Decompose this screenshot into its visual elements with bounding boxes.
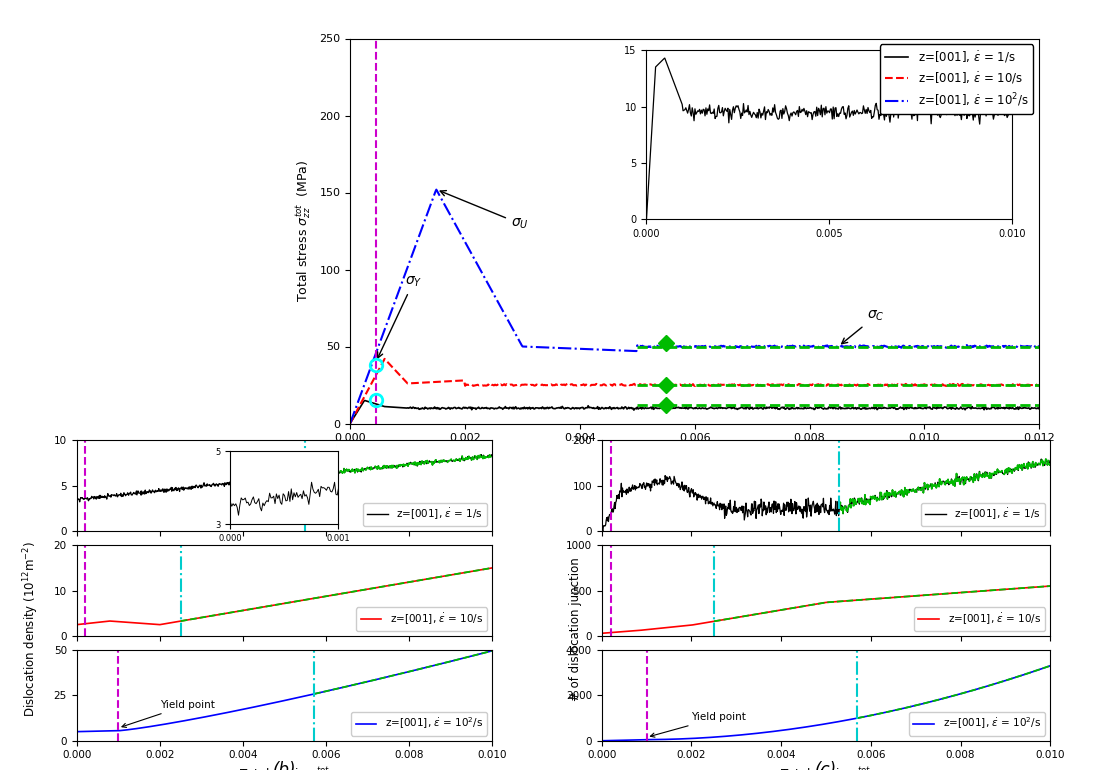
z=[001], $\dot{\varepsilon}$ = 1/s bbox=[386, 403, 399, 412]
Text: (b): (b) bbox=[272, 762, 296, 770]
z=[001], $\dot{\varepsilon}$ = 10/s bbox=[750, 380, 764, 389]
Legend: z=[001], $\dot{\varepsilon}$ = 1/s: z=[001], $\dot{\varepsilon}$ = 1/s bbox=[363, 503, 487, 526]
Text: Dislocation density ($10^{12}$m$^{-2}$): Dislocation density ($10^{12}$m$^{-2}$) bbox=[22, 541, 42, 717]
z=[001], $\dot{\varepsilon}$ = 10/s bbox=[379, 354, 392, 363]
z=[001], $\dot{\varepsilon}$ = 10$^2$/s bbox=[430, 185, 443, 194]
z=[001], $\dot{\varepsilon}$ = 10$^2$/s bbox=[783, 341, 796, 350]
z=[001], $\dot{\varepsilon}$ = 1/s bbox=[358, 396, 371, 405]
z=[001], $\dot{\varepsilon}$ = 1/s bbox=[344, 419, 357, 428]
X-axis label: Total strain $\varepsilon_{zz}^{tot}$: Total strain $\varepsilon_{zz}^{tot}$ bbox=[647, 449, 743, 468]
Legend: z=[001], $\dot{\varepsilon}$ = 10$^2$/s: z=[001], $\dot{\varepsilon}$ = 10$^2$/s bbox=[909, 711, 1045, 735]
Text: (a): (a) bbox=[683, 452, 707, 470]
Text: (c): (c) bbox=[815, 762, 837, 770]
z=[001], $\dot{\varepsilon}$ = 10$^2$/s bbox=[1033, 342, 1046, 351]
Legend: z=[001], $\dot{\varepsilon}$ = 1/s, z=[001], $\dot{\varepsilon}$ = 10/s, z=[001]: z=[001], $\dot{\varepsilon}$ = 1/s, z=[0… bbox=[880, 45, 1034, 114]
X-axis label: Total strain $\varepsilon_{zz}^{tot}$: Total strain $\varepsilon_{zz}^{tot}$ bbox=[238, 766, 330, 770]
X-axis label: Total strain $\varepsilon_{zz}^{tot}$: Total strain $\varepsilon_{zz}^{tot}$ bbox=[780, 766, 872, 770]
z=[001], $\dot{\varepsilon}$ = 10$^2$/s bbox=[745, 342, 758, 351]
z=[001], $\dot{\varepsilon}$ = 10$^2$/s bbox=[344, 419, 357, 428]
Legend: z=[001], $\dot{\varepsilon}$ = 10/s: z=[001], $\dot{\varepsilon}$ = 10/s bbox=[357, 608, 487, 631]
Text: Yield point: Yield point bbox=[651, 712, 746, 737]
z=[001], $\dot{\varepsilon}$ = 1/s bbox=[763, 403, 776, 413]
Text: $\sigma_C$: $\sigma_C$ bbox=[841, 309, 885, 343]
z=[001], $\dot{\varepsilon}$ = 10/s bbox=[522, 380, 535, 390]
z=[001], $\dot{\varepsilon}$ = 10/s bbox=[805, 380, 818, 390]
Y-axis label: Total stress $\sigma_{zz}^{tot}$  (MPa): Total stress $\sigma_{zz}^{tot}$ (MPa) bbox=[294, 160, 314, 302]
Text: Yield point: Yield point bbox=[121, 700, 214, 728]
z=[001], $\dot{\varepsilon}$ = 10/s bbox=[656, 380, 670, 390]
Line: z=[001], $\dot{\varepsilon}$ = 10/s: z=[001], $\dot{\varepsilon}$ = 10/s bbox=[350, 359, 1039, 424]
z=[001], $\dot{\varepsilon}$ = 1/s bbox=[938, 402, 951, 411]
z=[001], $\dot{\varepsilon}$ = 1/s bbox=[745, 403, 758, 413]
Legend: z=[001], $\dot{\varepsilon}$ = 10/s: z=[001], $\dot{\varepsilon}$ = 10/s bbox=[915, 608, 1045, 631]
z=[001], $\dot{\varepsilon}$ = 1/s bbox=[783, 403, 796, 413]
z=[001], $\dot{\varepsilon}$ = 10$^2$/s bbox=[763, 341, 776, 350]
Legend: z=[001], $\dot{\varepsilon}$ = 1/s: z=[001], $\dot{\varepsilon}$ = 1/s bbox=[921, 503, 1045, 526]
z=[001], $\dot{\varepsilon}$ = 1/s bbox=[1033, 403, 1046, 413]
z=[001], $\dot{\varepsilon}$ = 10$^2$/s bbox=[386, 304, 399, 313]
Text: # of dislocation junction: # of dislocation junction bbox=[569, 557, 582, 701]
z=[001], $\dot{\varepsilon}$ = 10/s bbox=[1033, 380, 1046, 390]
Text: $\sigma_Y$: $\sigma_Y$ bbox=[377, 275, 422, 358]
z=[001], $\dot{\varepsilon}$ = 10$^2$/s bbox=[938, 342, 951, 351]
Legend: z=[001], $\dot{\varepsilon}$ = 10$^2$/s: z=[001], $\dot{\varepsilon}$ = 10$^2$/s bbox=[351, 711, 487, 735]
z=[001], $\dot{\varepsilon}$ = 10/s bbox=[344, 419, 357, 428]
z=[001], $\dot{\varepsilon}$ = 10/s bbox=[467, 381, 480, 390]
z=[001], $\dot{\varepsilon}$ = 10/s bbox=[863, 380, 876, 390]
z=[001], $\dot{\varepsilon}$ = 1/s bbox=[868, 403, 881, 412]
Line: z=[001], $\dot{\varepsilon}$ = 10$^2$/s: z=[001], $\dot{\varepsilon}$ = 10$^2$/s bbox=[350, 189, 1039, 424]
Line: z=[001], $\dot{\varepsilon}$ = 1/s: z=[001], $\dot{\varepsilon}$ = 1/s bbox=[350, 400, 1039, 424]
z=[001], $\dot{\varepsilon}$ = 10$^2$/s bbox=[868, 341, 881, 350]
Text: $\sigma_U$: $\sigma_U$ bbox=[440, 191, 528, 231]
